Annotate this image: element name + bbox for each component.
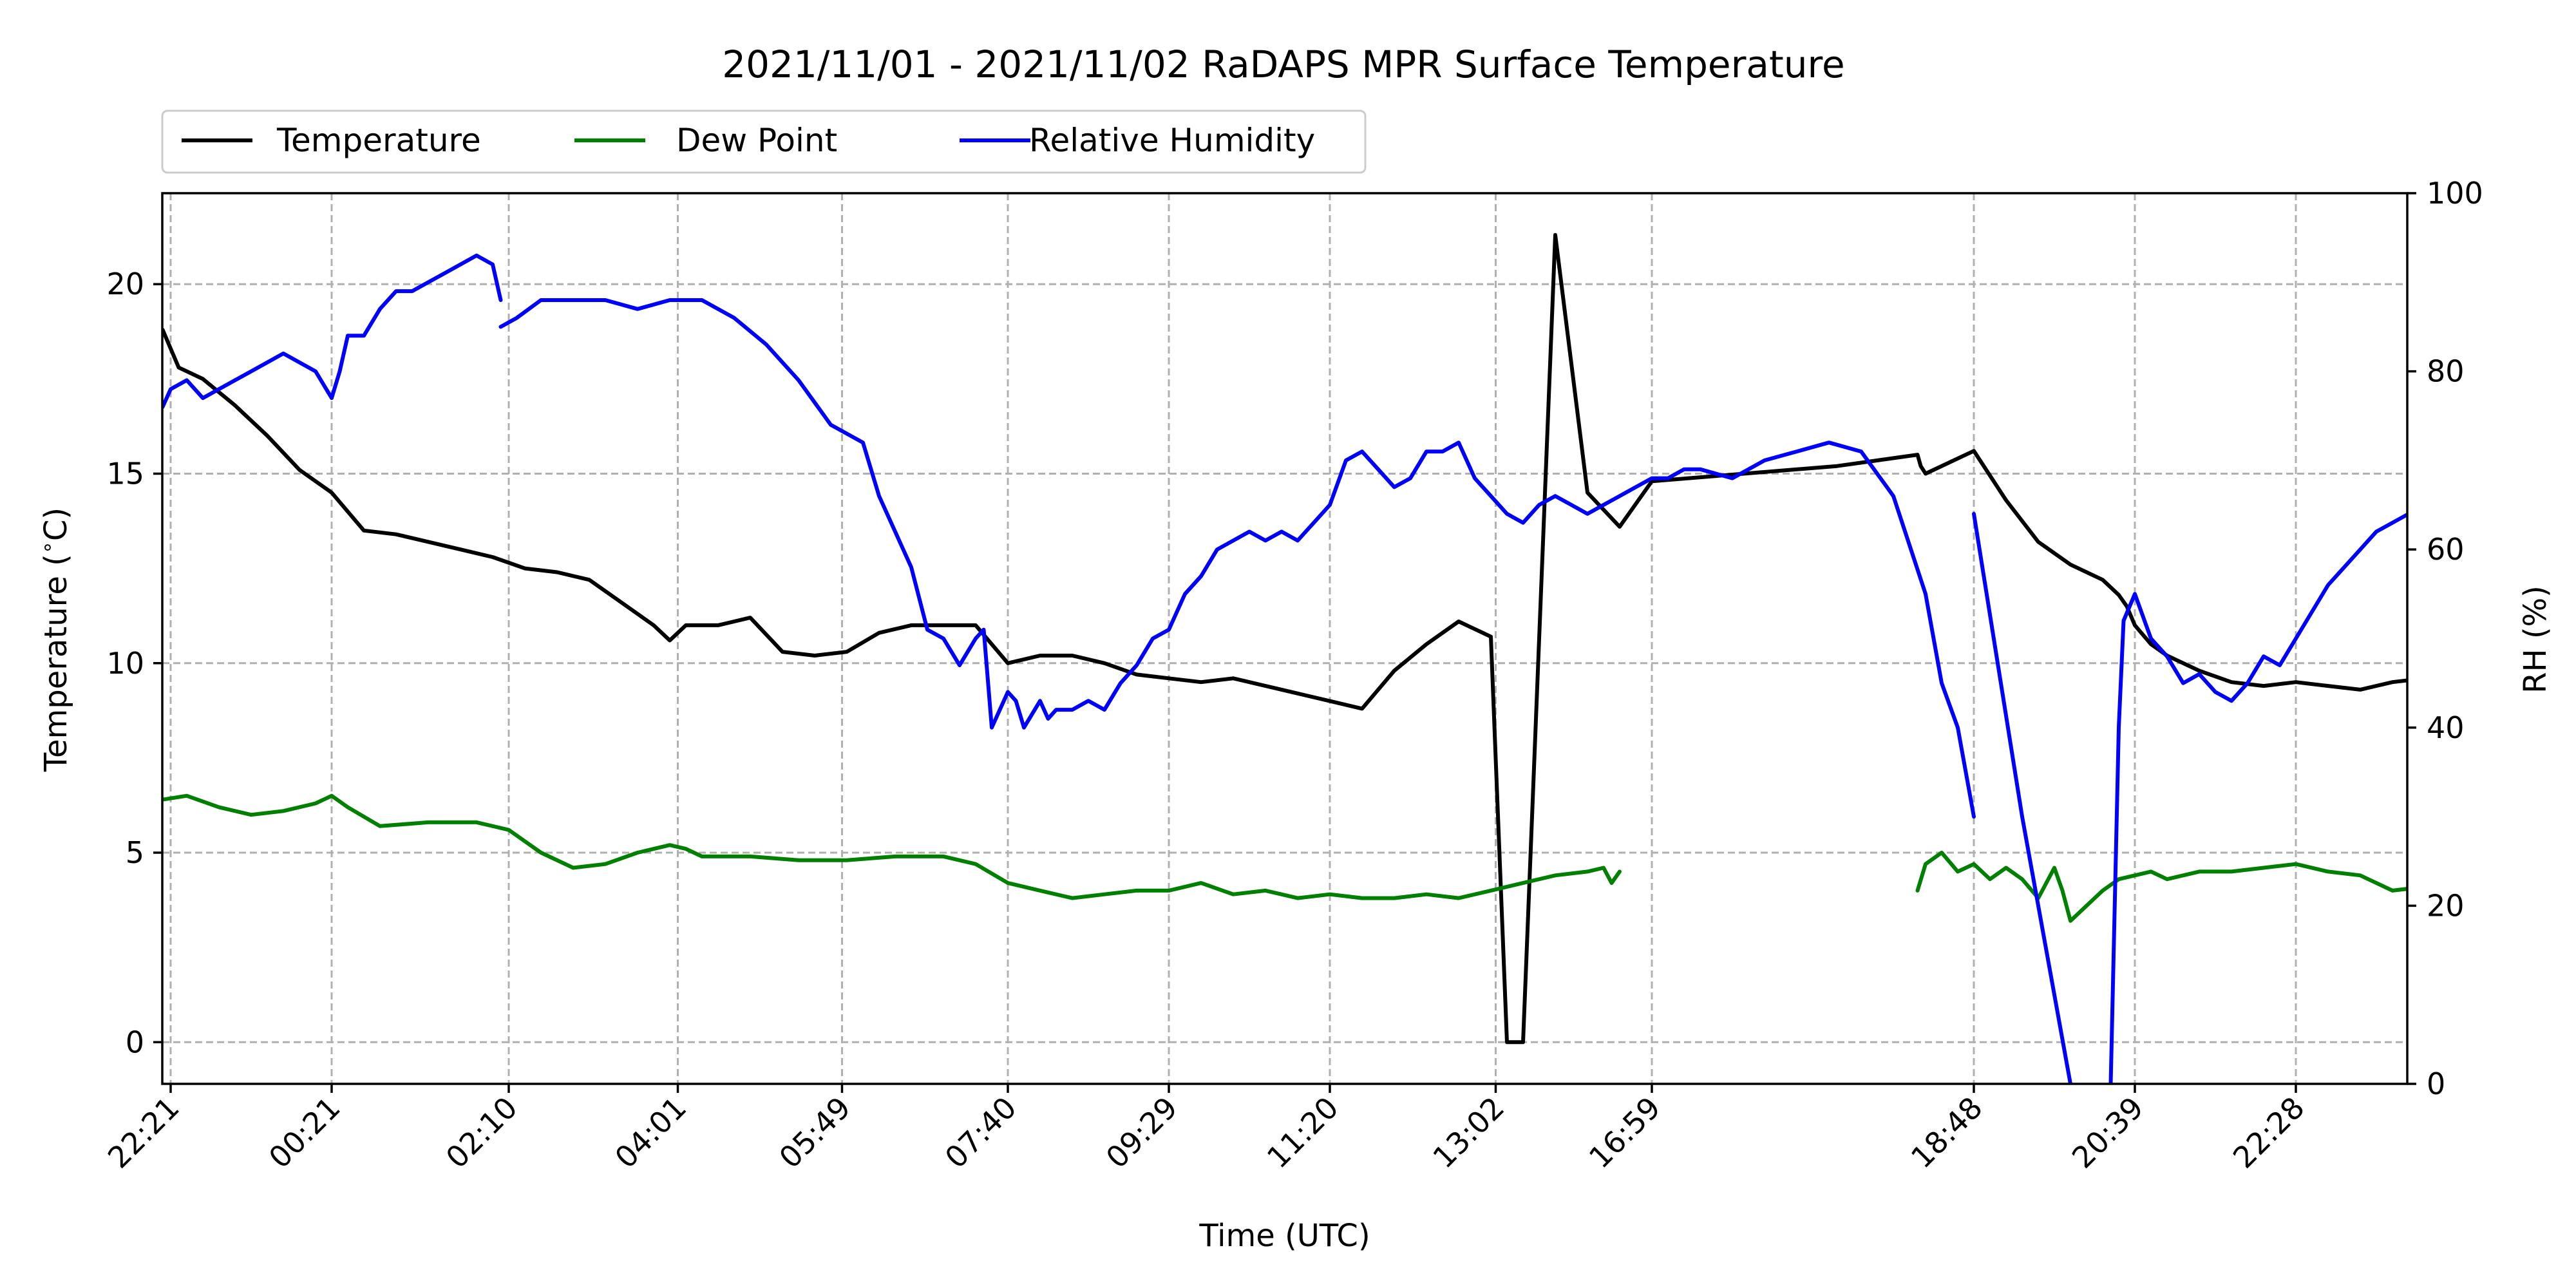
legend-label-dew-point: Dew Point — [676, 122, 837, 159]
legend-label-relative-humidity: Relative Humidity — [1029, 122, 1315, 159]
legend-frame — [161, 109, 1367, 174]
y-tick-label: 15 — [106, 456, 144, 491]
series-line-relative-humidity — [162, 253, 503, 409]
series-line-dew-point — [162, 793, 1622, 900]
x-tick-label: 04:01 — [608, 1090, 693, 1175]
x-tick-label: 11:20 — [1260, 1090, 1345, 1175]
legend: Temperature Dew Point Relative Humidity — [161, 109, 1367, 174]
x-tick-label: 20:39 — [2065, 1090, 2150, 1175]
y-axis-title-right: RH (%) — [2517, 585, 2553, 694]
x-tick-label: 13:02 — [1426, 1090, 1511, 1175]
x-tick-label: 09:29 — [1099, 1090, 1184, 1175]
series-line-dew-point — [1915, 851, 2407, 923]
x-tick-label: 16:59 — [1582, 1090, 1667, 1175]
axes: 22:21 00:21 02:10 04:01 05:49 07:40 09:29 11:20… — [101, 176, 2483, 1175]
series-line-relative-humidity — [498, 298, 1976, 819]
y-right-tick-label: 20 — [2427, 888, 2465, 923]
grid — [162, 193, 2407, 1084]
x-tick-label: 22:28 — [2226, 1090, 2311, 1175]
y-right-tick-label: 80 — [2427, 354, 2465, 389]
series-line-relative-humidity — [1972, 511, 2072, 1084]
y-axis-title: Temperature (∘C) — [35, 507, 74, 772]
y-tick-label: 0 — [126, 1025, 144, 1059]
x-tick-label: 22:21 — [101, 1090, 186, 1175]
chart-title: 2021/11/01 - 2021/11/02 RaDAPS MPR Surfa… — [722, 43, 1844, 86]
series-line-temperature — [162, 232, 2407, 1045]
x-axis-title: Time (UTC) — [1198, 1218, 1370, 1254]
legend-label-temperature: Temperature — [276, 122, 481, 159]
x-tick-label: 02:10 — [439, 1090, 524, 1175]
x-tick-label: 05:49 — [772, 1090, 857, 1175]
plot-frame — [161, 192, 2409, 1085]
x-tick-label: 00:21 — [262, 1090, 347, 1175]
series-layer — [162, 232, 2407, 1084]
y-right-tick-label: 60 — [2427, 532, 2465, 567]
series-line-relative-humidity — [2108, 512, 2407, 1084]
y-right-tick-label: 0 — [2427, 1066, 2445, 1101]
y-right-tick-label: 40 — [2427, 710, 2465, 745]
y-tick-label: 10 — [106, 646, 144, 681]
y-tick-label: 5 — [126, 835, 144, 870]
y-right-tick-label: 100 — [2427, 176, 2483, 211]
x-tick-label: 07:40 — [938, 1090, 1023, 1175]
y-tick-label: 20 — [106, 267, 144, 301]
x-tick-label: 18:48 — [1904, 1090, 1989, 1175]
